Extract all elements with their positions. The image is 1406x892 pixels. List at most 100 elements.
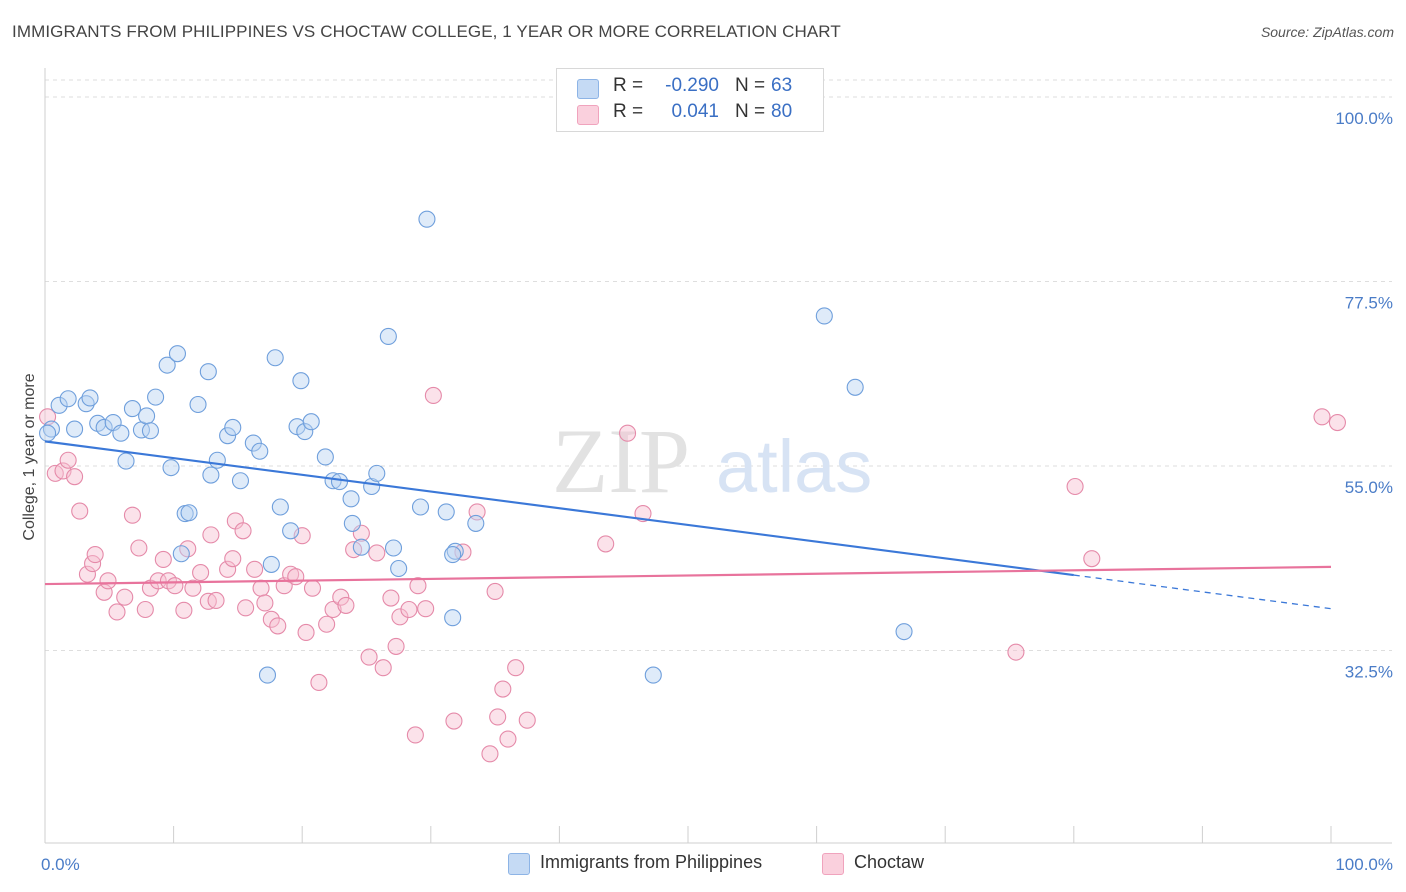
choctaw-point — [71, 502, 89, 520]
choctaw-point — [154, 550, 172, 569]
philippines-trend-line — [44, 440, 1074, 577]
philippines-point — [199, 363, 217, 381]
choctaw-point — [382, 589, 400, 607]
choctaw-point — [332, 588, 350, 606]
choctaw-point — [406, 726, 424, 744]
choctaw-point — [202, 526, 220, 544]
choctaw-point — [494, 680, 512, 698]
choctaw-point — [507, 659, 525, 677]
watermark: ZIP atlas — [552, 410, 872, 512]
philippines-point — [266, 349, 284, 367]
watermark-atlas: atlas — [716, 425, 872, 508]
philippines-point — [296, 423, 314, 441]
philippines-point — [168, 345, 187, 363]
choctaw-point — [597, 535, 615, 553]
x-tick-label: 0.0% — [41, 855, 80, 874]
philippines-point — [282, 522, 300, 540]
series-legend: Immigrants from Philippines Choctaw — [0, 852, 1406, 880]
choctaw-point — [445, 712, 463, 730]
choctaw-point — [149, 572, 167, 590]
legend-row-choctaw: R = 0.041 N = 80 — [557, 101, 823, 129]
legend-swatch-philippines — [577, 79, 599, 99]
philippines-point — [330, 473, 349, 491]
y-tick-label: 32.5% — [1345, 663, 1393, 682]
philippines-point — [258, 666, 277, 684]
choctaw-point — [387, 637, 405, 655]
series-label-philippines: Immigrants from Philippines — [540, 852, 763, 872]
choctaw-point — [324, 600, 342, 619]
choctaw-trend-line — [44, 565, 1332, 586]
philippines-point — [117, 452, 135, 470]
choctaw-point — [184, 579, 202, 597]
choctaw-point — [86, 546, 104, 564]
philippines-point — [172, 545, 190, 563]
choctaw-point — [297, 623, 315, 642]
philippines-point — [815, 307, 833, 325]
choctaw-point — [287, 568, 305, 586]
tick-labels: 32.5% 55.0% 77.5% 100.0% 0.0% 100.0% — [41, 109, 1393, 874]
choctaw-point — [252, 579, 270, 597]
philippines-point — [467, 514, 485, 532]
choctaw-point — [136, 600, 154, 619]
choctaw-point — [391, 608, 409, 626]
philippines-point — [95, 418, 113, 437]
choctaw-point — [207, 591, 225, 610]
philippines-point — [231, 472, 250, 490]
philippines-point — [895, 623, 913, 641]
choctaw-point — [59, 451, 77, 469]
philippines-point — [390, 559, 408, 578]
philippines-point — [138, 407, 156, 425]
philippines-point — [50, 396, 68, 414]
philippines-point — [147, 388, 165, 406]
philippines-point — [39, 424, 57, 442]
philippines-point — [262, 555, 280, 573]
choctaw-point — [237, 599, 255, 617]
philippines-point — [418, 210, 436, 228]
philippines-points — [39, 210, 913, 684]
y-tick-label: 55.0% — [1345, 478, 1393, 497]
choctaw-point — [66, 468, 84, 486]
choctaw-point — [1328, 413, 1346, 432]
choctaw-point — [400, 600, 418, 619]
choctaw-point — [318, 615, 336, 633]
philippines-point — [141, 422, 160, 440]
choctaw-points — [39, 386, 1346, 763]
philippines-point — [208, 451, 226, 469]
choctaw-point — [269, 617, 287, 635]
choctaw-point — [224, 550, 242, 568]
choctaw-point — [108, 603, 126, 621]
philippines-point — [123, 400, 141, 418]
choctaw-point — [234, 522, 252, 540]
choctaw-point — [1066, 477, 1084, 496]
philippines-point — [343, 514, 361, 532]
philippines-point — [316, 448, 334, 466]
legend-n-value: 80 — [771, 101, 793, 122]
choctaw-point — [192, 564, 210, 582]
choctaw-point — [417, 600, 435, 618]
watermark-zip: ZIP — [552, 410, 690, 512]
philippines-point — [251, 442, 269, 460]
philippines-trend-extension — [1073, 574, 1332, 610]
x-tick-label: 100.0% — [1335, 855, 1393, 874]
philippines-point — [81, 389, 99, 407]
choctaw-point — [262, 610, 280, 628]
legend-n-value: 63 — [771, 75, 793, 96]
philippines-point — [368, 464, 386, 482]
choctaw-point — [175, 601, 193, 619]
philippines-point — [112, 424, 130, 442]
axes — [44, 68, 1392, 844]
grid-lines — [45, 79, 1392, 651]
philippines-point — [224, 418, 242, 437]
choctaw-point — [337, 596, 355, 614]
philippines-point — [444, 609, 462, 627]
legend-r-value: 0.041 — [671, 101, 719, 122]
philippines-point — [271, 498, 289, 516]
correlation-legend: R = -0.290 N = 63 R = 0.041 N = 80 — [556, 68, 824, 132]
choctaw-point — [409, 577, 427, 595]
choctaw-point — [619, 424, 637, 442]
choctaw-point — [246, 560, 264, 578]
philippines-point — [384, 539, 403, 557]
philippines-point — [342, 490, 360, 508]
philippines-point — [411, 498, 430, 516]
